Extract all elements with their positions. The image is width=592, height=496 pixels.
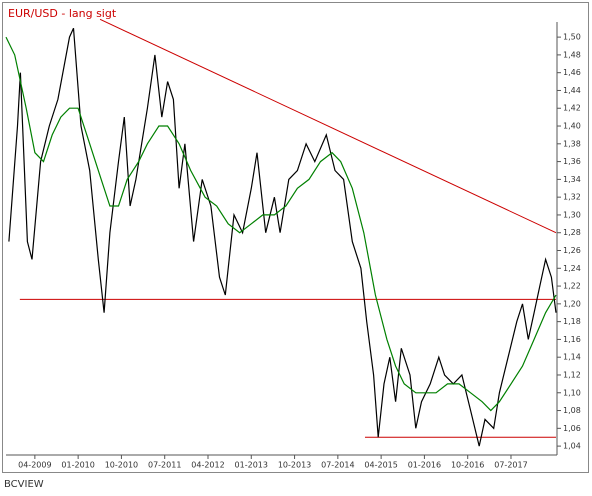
y-tick-label: 1,48 — [563, 50, 581, 59]
y-tick-label: 1,16 — [563, 335, 581, 344]
y-tick-label: 1,22 — [563, 282, 581, 291]
frame — [2, 2, 589, 473]
series-line — [5, 36, 557, 412]
x-tick-label: 07-2011 — [148, 461, 181, 470]
y-tick-label: 1,18 — [563, 317, 581, 326]
y-tick-label: 1,50 — [563, 33, 581, 42]
x-tick-label: 10-2013 — [278, 461, 311, 470]
x-tick-label: 04-2015 — [364, 461, 397, 470]
y-tick-label: 1,04 — [563, 442, 581, 451]
series-line — [8, 27, 557, 447]
x-tick-label: 07-2017 — [494, 461, 527, 470]
y-tick-label: 1,20 — [563, 299, 581, 308]
y-tick-label: 1,38 — [563, 139, 581, 148]
y-tick-label: 1,12 — [563, 370, 581, 379]
y-tick-label: 1,44 — [563, 86, 581, 95]
y-tick-label: 1,14 — [563, 353, 581, 362]
reference-line — [99, 18, 557, 234]
y-tick-label: 1,24 — [563, 264, 581, 273]
x-tick-label: 04-2009 — [18, 461, 51, 470]
x-tick-label: 04-2012 — [191, 461, 224, 470]
y-tick-label: 1,06 — [563, 424, 581, 433]
x-tick-label: 01-2013 — [235, 461, 268, 470]
chart-title: EUR/USD - lang sigt — [8, 7, 117, 20]
x-tick-label: 01-2010 — [61, 461, 94, 470]
y-tick-label: 1,30 — [563, 210, 581, 219]
y-tick-label: 1,40 — [563, 122, 581, 131]
x-tick-label: 01-2016 — [408, 461, 441, 470]
x-tick-label: 07-2014 — [321, 461, 354, 470]
y-tick-label: 1,34 — [563, 175, 581, 184]
y-tick-label: 1,42 — [563, 104, 581, 113]
x-tick-label: 10-2016 — [451, 461, 484, 470]
footer: BCVIEW — [4, 479, 44, 490]
y-tick-label: 1,46 — [563, 68, 581, 77]
x-tick-label: 10-2010 — [105, 461, 138, 470]
y-tick-label: 1,08 — [563, 406, 581, 415]
y-tick-label: 1,36 — [563, 157, 581, 166]
y-tick-label: 1,26 — [563, 246, 581, 255]
y-tick-label: 1,10 — [563, 388, 581, 397]
y-tick-label: 1,28 — [563, 228, 581, 237]
y-tick-label: 1,32 — [563, 193, 581, 202]
